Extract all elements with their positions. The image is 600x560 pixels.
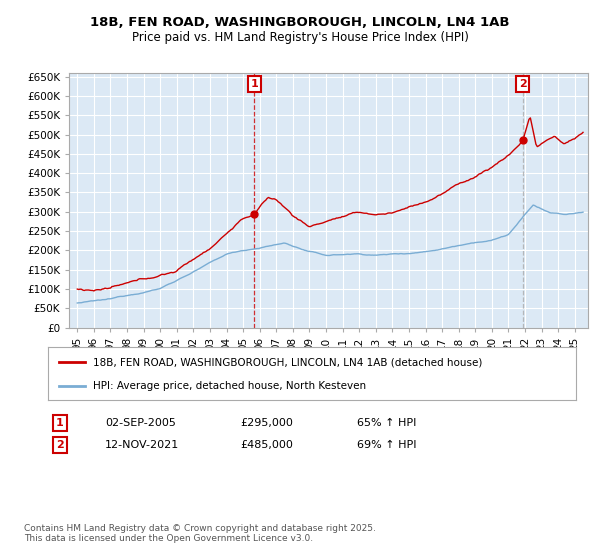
Text: 2: 2 bbox=[519, 80, 527, 89]
Text: 2: 2 bbox=[56, 440, 64, 450]
Text: £295,000: £295,000 bbox=[240, 418, 293, 428]
Text: 02-SEP-2005: 02-SEP-2005 bbox=[105, 418, 176, 428]
Text: 18B, FEN ROAD, WASHINGBOROUGH, LINCOLN, LN4 1AB (detached house): 18B, FEN ROAD, WASHINGBOROUGH, LINCOLN, … bbox=[93, 357, 482, 367]
Text: HPI: Average price, detached house, North Kesteven: HPI: Average price, detached house, Nort… bbox=[93, 380, 366, 390]
Text: 69% ↑ HPI: 69% ↑ HPI bbox=[357, 440, 416, 450]
Text: 65% ↑ HPI: 65% ↑ HPI bbox=[357, 418, 416, 428]
Text: £485,000: £485,000 bbox=[240, 440, 293, 450]
Text: Price paid vs. HM Land Registry's House Price Index (HPI): Price paid vs. HM Land Registry's House … bbox=[131, 31, 469, 44]
Text: 1: 1 bbox=[56, 418, 64, 428]
Text: Contains HM Land Registry data © Crown copyright and database right 2025.
This d: Contains HM Land Registry data © Crown c… bbox=[24, 524, 376, 543]
Text: 1: 1 bbox=[250, 80, 258, 89]
Text: 18B, FEN ROAD, WASHINGBOROUGH, LINCOLN, LN4 1AB: 18B, FEN ROAD, WASHINGBOROUGH, LINCOLN, … bbox=[90, 16, 510, 29]
Text: 12-NOV-2021: 12-NOV-2021 bbox=[105, 440, 179, 450]
